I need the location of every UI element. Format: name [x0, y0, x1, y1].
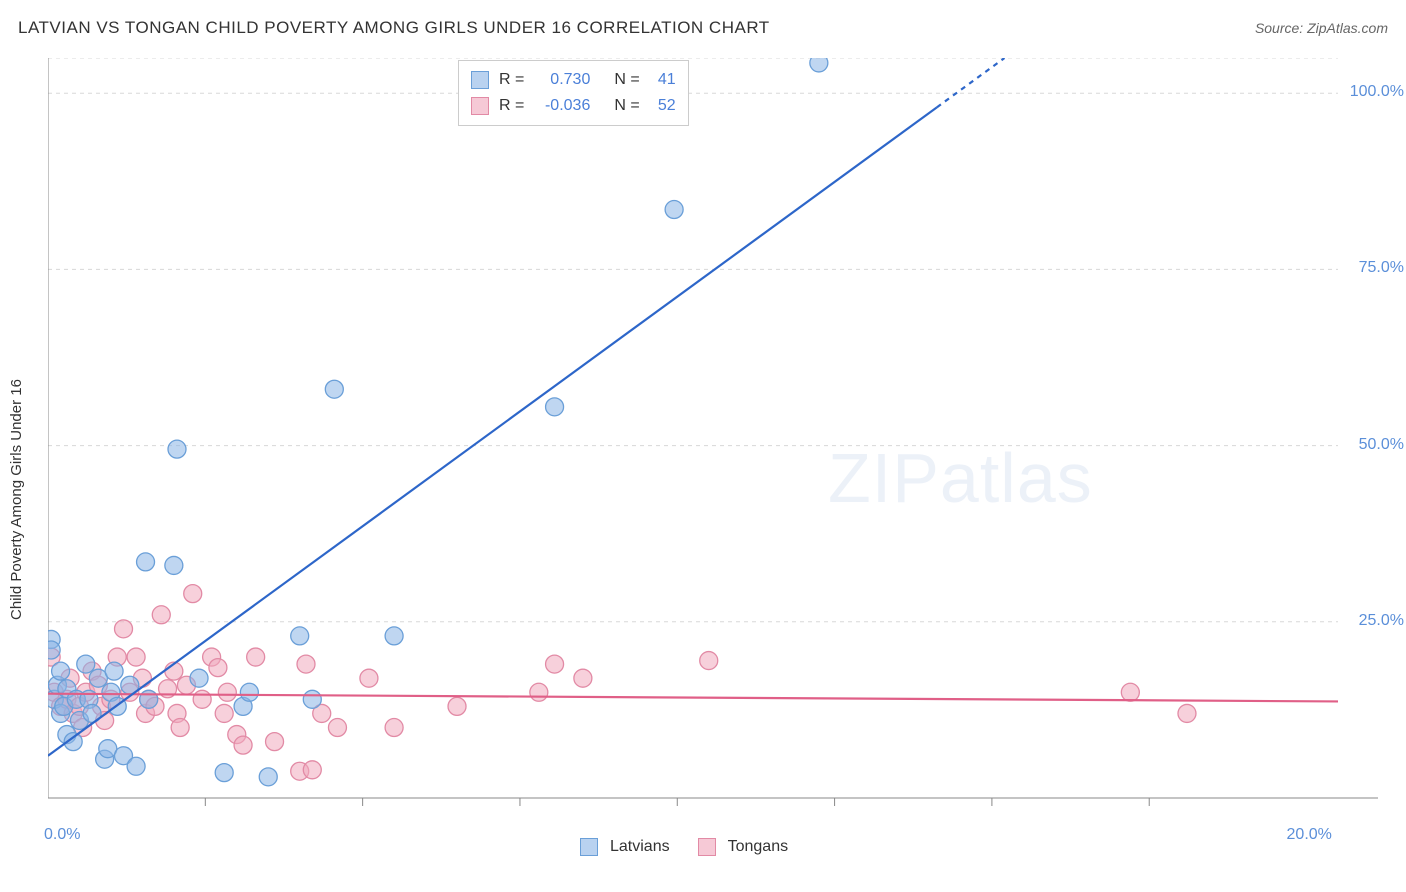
plot-area: ZIPatlas R = 0.730 N = 41 R = -0.036 N =…: [48, 58, 1384, 818]
legend: Latvians Tongans: [580, 838, 788, 856]
tick-label: 100.0%: [1344, 83, 1404, 101]
stats-box: R = 0.730 N = 41 R = -0.036 N = 52: [458, 60, 689, 126]
legend-label-latvians: Latvians: [610, 838, 670, 856]
source-name: ZipAtlas.com: [1307, 20, 1388, 36]
stat-r-val-lat: 0.730: [530, 67, 590, 93]
stat-n-label-ton: N =: [614, 93, 639, 119]
tick-label: 20.0%: [1287, 826, 1332, 844]
stats-row-tongans: R = -0.036 N = 52: [471, 93, 676, 119]
scatter-chart: [48, 58, 1384, 818]
legend-swatch-tongans: [698, 838, 716, 856]
swatch-latvians: [471, 71, 489, 89]
source-attribution: Source: ZipAtlas.com: [1255, 20, 1388, 36]
stat-r-label-ton: R =: [499, 93, 524, 119]
stat-n-val-ton: 52: [646, 93, 676, 119]
chart-header: LATVIAN VS TONGAN CHILD POVERTY AMONG GI…: [18, 18, 1388, 38]
stats-row-latvians: R = 0.730 N = 41: [471, 67, 676, 93]
source-prefix: Source:: [1255, 20, 1307, 36]
stat-r-label-lat: R =: [499, 67, 524, 93]
stat-r-val-ton: -0.036: [530, 93, 590, 119]
y-axis-label: Child Poverty Among Girls Under 16: [8, 379, 25, 620]
legend-swatch-latvians: [580, 838, 598, 856]
tick-label: 75.0%: [1344, 259, 1404, 277]
tick-label: 0.0%: [44, 826, 80, 844]
tick-label: 25.0%: [1344, 612, 1404, 630]
legend-item-tongans[interactable]: Tongans: [698, 838, 789, 856]
chart-title: LATVIAN VS TONGAN CHILD POVERTY AMONG GI…: [18, 18, 770, 38]
legend-item-latvians[interactable]: Latvians: [580, 838, 670, 856]
stat-n-val-lat: 41: [646, 67, 676, 93]
legend-label-tongans: Tongans: [728, 838, 789, 856]
swatch-tongans: [471, 97, 489, 115]
tick-label: 50.0%: [1344, 436, 1404, 454]
stat-n-label-lat: N =: [614, 67, 639, 93]
